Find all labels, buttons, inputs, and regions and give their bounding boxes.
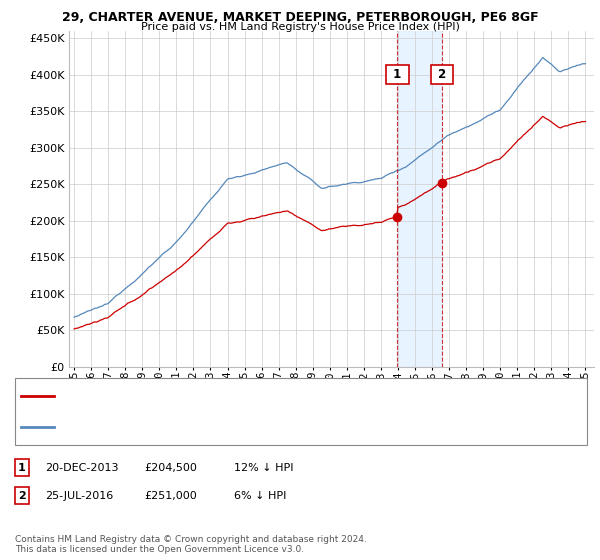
Text: Price paid vs. HM Land Registry's House Price Index (HPI): Price paid vs. HM Land Registry's House … [140, 22, 460, 32]
Text: 2: 2 [434, 68, 450, 81]
Text: £251,000: £251,000 [144, 491, 197, 501]
Text: 12% ↓ HPI: 12% ↓ HPI [234, 463, 293, 473]
Text: 25-JUL-2016: 25-JUL-2016 [45, 491, 113, 501]
Text: 6% ↓ HPI: 6% ↓ HPI [234, 491, 286, 501]
Text: Contains HM Land Registry data © Crown copyright and database right 2024.
This d: Contains HM Land Registry data © Crown c… [15, 535, 367, 554]
Text: 1: 1 [18, 463, 26, 473]
Bar [397, 31, 442, 367]
Text: £204,500: £204,500 [144, 463, 197, 473]
Text: 20-DEC-2013: 20-DEC-2013 [45, 463, 119, 473]
Text: 1: 1 [389, 68, 406, 81]
Text: 29, CHARTER AVENUE, MARKET DEEPING, PETERBOROUGH, PE6 8GF: 29, CHARTER AVENUE, MARKET DEEPING, PETE… [62, 11, 538, 24]
Text: 29, CHARTER AVENUE, MARKET DEEPING, PETERBOROUGH, PE6 8GF (detached house): 29, CHARTER AVENUE, MARKET DEEPING, PETE… [60, 391, 484, 401]
Text: HPI: Average price, detached house, South Kesteven: HPI: Average price, detached house, Sout… [60, 422, 317, 432]
Text: 2: 2 [18, 491, 26, 501]
